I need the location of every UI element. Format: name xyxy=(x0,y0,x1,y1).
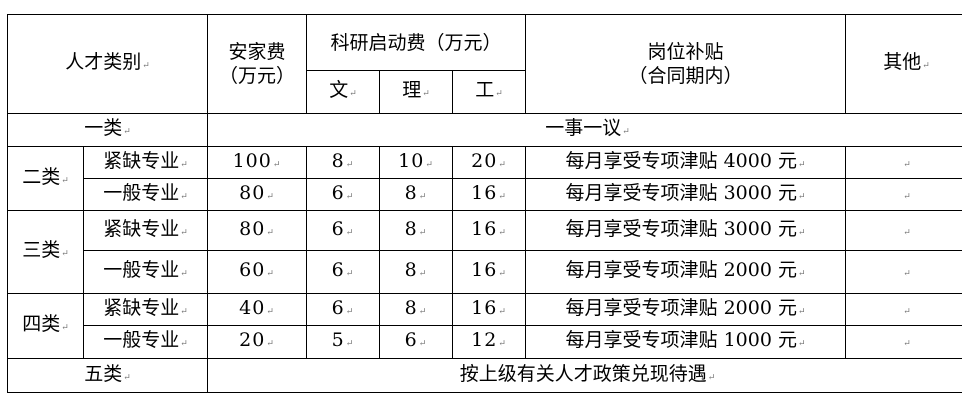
table-row: 一般专业 20 5 6 12 每月享受专项津贴 1000 元 xyxy=(8,325,962,359)
wen-cell: 6 xyxy=(306,293,380,326)
wen-cell: 6 xyxy=(306,250,380,294)
settle-fee-label: 安家费 xyxy=(228,41,286,63)
gong-cell: 16 xyxy=(451,250,527,294)
header-other: 其他 xyxy=(845,14,962,114)
wen-cell: 6 xyxy=(306,178,380,211)
gong-cell: 12 xyxy=(451,325,527,359)
subcategory-cell: 一般专业 xyxy=(83,325,208,359)
header-gong: 工 xyxy=(451,70,527,114)
table-row: 四类紧缺专业 40 6 8 16 每月享受专项津贴 2000 元 xyxy=(7,293,962,359)
allowance-cell: 每月享受专项津贴 2000 元 xyxy=(525,250,847,294)
talent-policy-table: 人才类别 安家费（万元） 科研启动费（万元） 岗位补贴（合同期内） 其他 文 理… xyxy=(7,14,962,393)
settle-fee-cell: 20 xyxy=(207,325,307,359)
gong-cell: 16 xyxy=(451,293,527,326)
allowance-cell: 每月享受专项津贴 3000 元 xyxy=(525,178,847,211)
category-cell: 四类 xyxy=(7,293,84,359)
li-cell: 8 xyxy=(379,210,453,251)
other-cell xyxy=(845,146,962,179)
li-cell: 8 xyxy=(379,250,453,294)
subcategory-cell: 一般专业 xyxy=(83,178,208,211)
li-cell: 8 xyxy=(379,178,453,211)
subcategory-cell: 紧缺专业 xyxy=(83,146,208,179)
header-settle-fee: 安家费 （万元） xyxy=(207,14,307,114)
wen-cell: 5 xyxy=(306,325,380,359)
wen-cell: 6 xyxy=(306,210,380,251)
settle-fee-cell: 80 xyxy=(207,210,307,251)
settle-fee-cell: 60 xyxy=(207,250,307,294)
table-row: 三类紧缺专业 80 6 8 16 每月享受专项津贴 3000 元 xyxy=(7,210,962,294)
category-cell: 三类 xyxy=(7,210,84,294)
category-cell: 五类 xyxy=(7,358,208,393)
allowance-cell: 每月享受专项津贴 4000 元 xyxy=(525,146,847,179)
subcategory-cell: 紧缺专业 xyxy=(83,210,208,251)
header-wen: 文 xyxy=(306,70,380,114)
header-allowance: 岗位补贴 （合同期内） xyxy=(525,14,847,114)
header-research-fee: 科研启动费（万元） xyxy=(305,14,527,71)
allowance-note: （合同期内） xyxy=(628,65,743,87)
other-cell xyxy=(845,325,962,359)
table-row: 五类 按上级有关人才政策兑现待遇 xyxy=(7,358,962,393)
settle-fee-cell: 80 xyxy=(207,178,307,211)
other-cell xyxy=(845,210,962,251)
gong-cell: 16 xyxy=(451,178,527,211)
li-cell: 10 xyxy=(379,146,453,179)
allowance-cell: 每月享受专项津贴 1000 元 xyxy=(525,325,847,359)
table-row: 一般专业 60 6 8 16 每月享受专项津贴 2000 元 xyxy=(8,250,962,294)
header-li: 理 xyxy=(379,70,453,114)
li-cell: 8 xyxy=(379,293,453,326)
allowance-cell: 每月享受专项津贴 2000 元 xyxy=(525,293,847,326)
gong-cell: 20 xyxy=(451,146,527,179)
table-row: 一类 一事一议 xyxy=(7,113,962,147)
subcategory-cell: 紧缺专业 xyxy=(83,293,208,326)
gong-cell: 16 xyxy=(451,210,527,251)
settle-fee-cell: 40 xyxy=(207,293,307,326)
allowance-cell: 每月享受专项津贴 3000 元 xyxy=(525,210,847,251)
other-cell xyxy=(845,250,962,294)
other-cell xyxy=(845,178,962,211)
other-cell xyxy=(845,293,962,326)
subcategory-cell: 一般专业 xyxy=(83,250,208,294)
li-cell: 6 xyxy=(379,325,453,359)
header-category: 人才类别 xyxy=(7,14,208,114)
table-row: 一般专业 80 6 8 16 每月享受专项津贴 3000 元 xyxy=(8,178,962,211)
table-row: 二类紧缺专业 100 8 10 20 每月享受专项津贴 4000 元 xyxy=(7,146,962,211)
settle-fee-unit: （万元） xyxy=(218,65,295,87)
allowance-label: 岗位补贴 xyxy=(647,41,724,63)
settle-fee-cell: 100 xyxy=(207,146,307,179)
wen-cell: 8 xyxy=(306,146,380,179)
category-cell: 一类 xyxy=(7,113,208,147)
policy-cell: 按上级有关人才政策兑现待遇 xyxy=(206,358,962,393)
policy-cell: 一事一议 xyxy=(206,113,962,147)
category-cell: 二类 xyxy=(7,146,84,211)
